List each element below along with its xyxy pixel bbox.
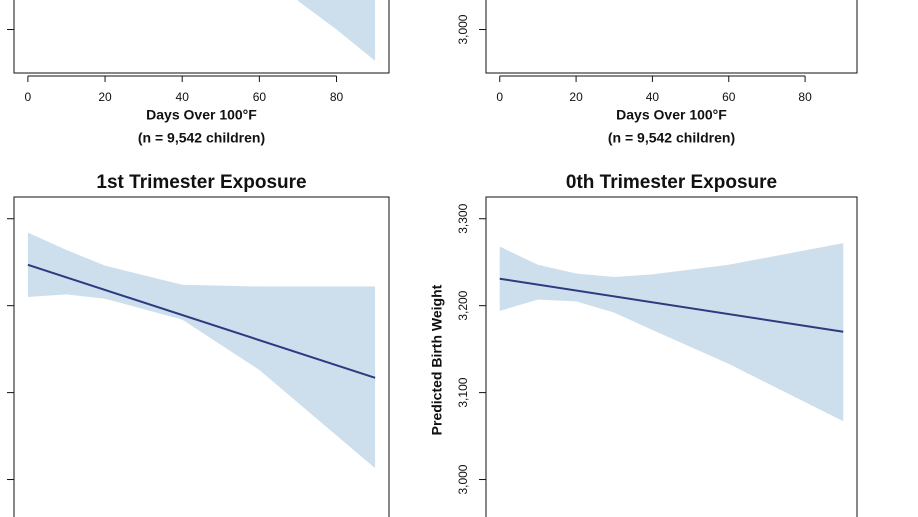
plot-frame	[485, 196, 858, 517]
x-tick-label: 80	[330, 90, 344, 104]
sample-note: (n = 9,542 children)	[138, 130, 265, 146]
y-tick-label: 3,100	[456, 377, 470, 407]
trend-line	[27, 263, 376, 379]
plot-frame	[13, 0, 390, 74]
x-tick-label: 40	[646, 90, 660, 104]
x-axis-label: Days Over 100°F	[616, 107, 727, 123]
x-tick-label: 60	[253, 90, 267, 104]
y-tick-label: 3,000	[456, 464, 470, 494]
panel-title: 0th Trimester Exposure	[566, 172, 777, 193]
x-tick-label: 20	[98, 90, 112, 104]
confidence-band	[27, 232, 376, 469]
x-tick-label: 40	[176, 90, 190, 104]
y-tick-label: 3,300	[456, 203, 470, 233]
confidence-band	[297, 0, 376, 61]
x-tick-label: 20	[569, 90, 583, 104]
x-tick-label: 0	[25, 90, 32, 104]
panel-title: 1st Trimester Exposure	[96, 172, 306, 193]
x-axis-label: Days Over 100°F	[146, 107, 257, 123]
plot-frame	[485, 0, 858, 74]
trend-line	[499, 277, 844, 333]
y-tick-label: 3,200	[456, 290, 470, 320]
x-tick-label: 80	[798, 90, 812, 104]
x-tick-label: 0	[496, 90, 503, 104]
confidence-band	[499, 243, 844, 422]
plot-frame	[13, 196, 390, 517]
x-tick-label: 60	[722, 90, 736, 104]
sample-note: (n = 9,542 children)	[608, 130, 735, 146]
y-axis-label: Predicted Birth Weight	[429, 284, 445, 435]
y-tick-label: 3,000	[456, 14, 470, 44]
